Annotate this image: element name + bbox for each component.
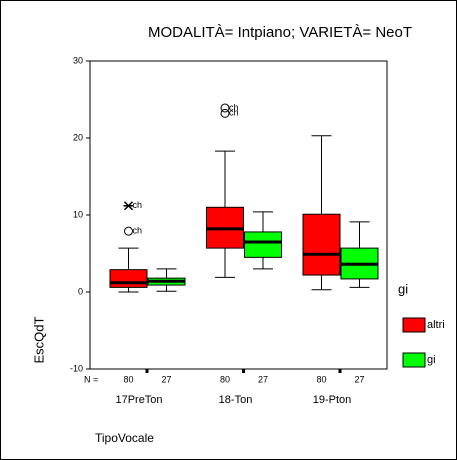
- chart-title: MODALITÀ= Intpiano; VARIETÀ= NeoT: [148, 24, 412, 41]
- n-count: 80: [316, 374, 326, 384]
- n-count: 27: [354, 374, 364, 384]
- n-count: 27: [258, 374, 268, 384]
- y-tick-label: -10: [70, 363, 83, 373]
- n-label: N =: [84, 374, 98, 384]
- x-tick-label: 17PreTon: [115, 394, 162, 406]
- box: [109, 269, 148, 288]
- n-count: 27: [161, 374, 171, 384]
- y-tick-label: 10: [73, 209, 83, 219]
- box: [302, 213, 341, 276]
- outlier: [124, 226, 133, 236]
- y-tick-label: 30: [73, 55, 83, 65]
- box: [244, 231, 282, 258]
- outlier: [220, 108, 230, 118]
- legend-swatch: [402, 317, 426, 333]
- outlier-label: ch: [229, 108, 239, 118]
- y-tick-label: 20: [73, 132, 83, 142]
- outlier-label: ch: [229, 102, 239, 112]
- n-count: 80: [123, 374, 133, 384]
- n-count: 80: [220, 374, 230, 384]
- legend-swatch: [402, 352, 426, 368]
- x-axis-title: TipoVocale: [95, 431, 154, 445]
- outlier: [220, 103, 230, 113]
- outlier-label: ch: [133, 226, 143, 236]
- y-axis-title: EscQdT: [31, 316, 46, 363]
- outlier: [123, 201, 134, 211]
- x-tick-label: 18-Ton: [219, 394, 253, 406]
- legend-title: gi: [398, 281, 408, 296]
- outlier-label: ch: [133, 200, 143, 210]
- legend-label: gi: [427, 354, 436, 366]
- x-tick-label: 19-Pton: [313, 394, 352, 406]
- y-tick-label: 0: [78, 286, 83, 296]
- legend-label: altri: [427, 319, 445, 331]
